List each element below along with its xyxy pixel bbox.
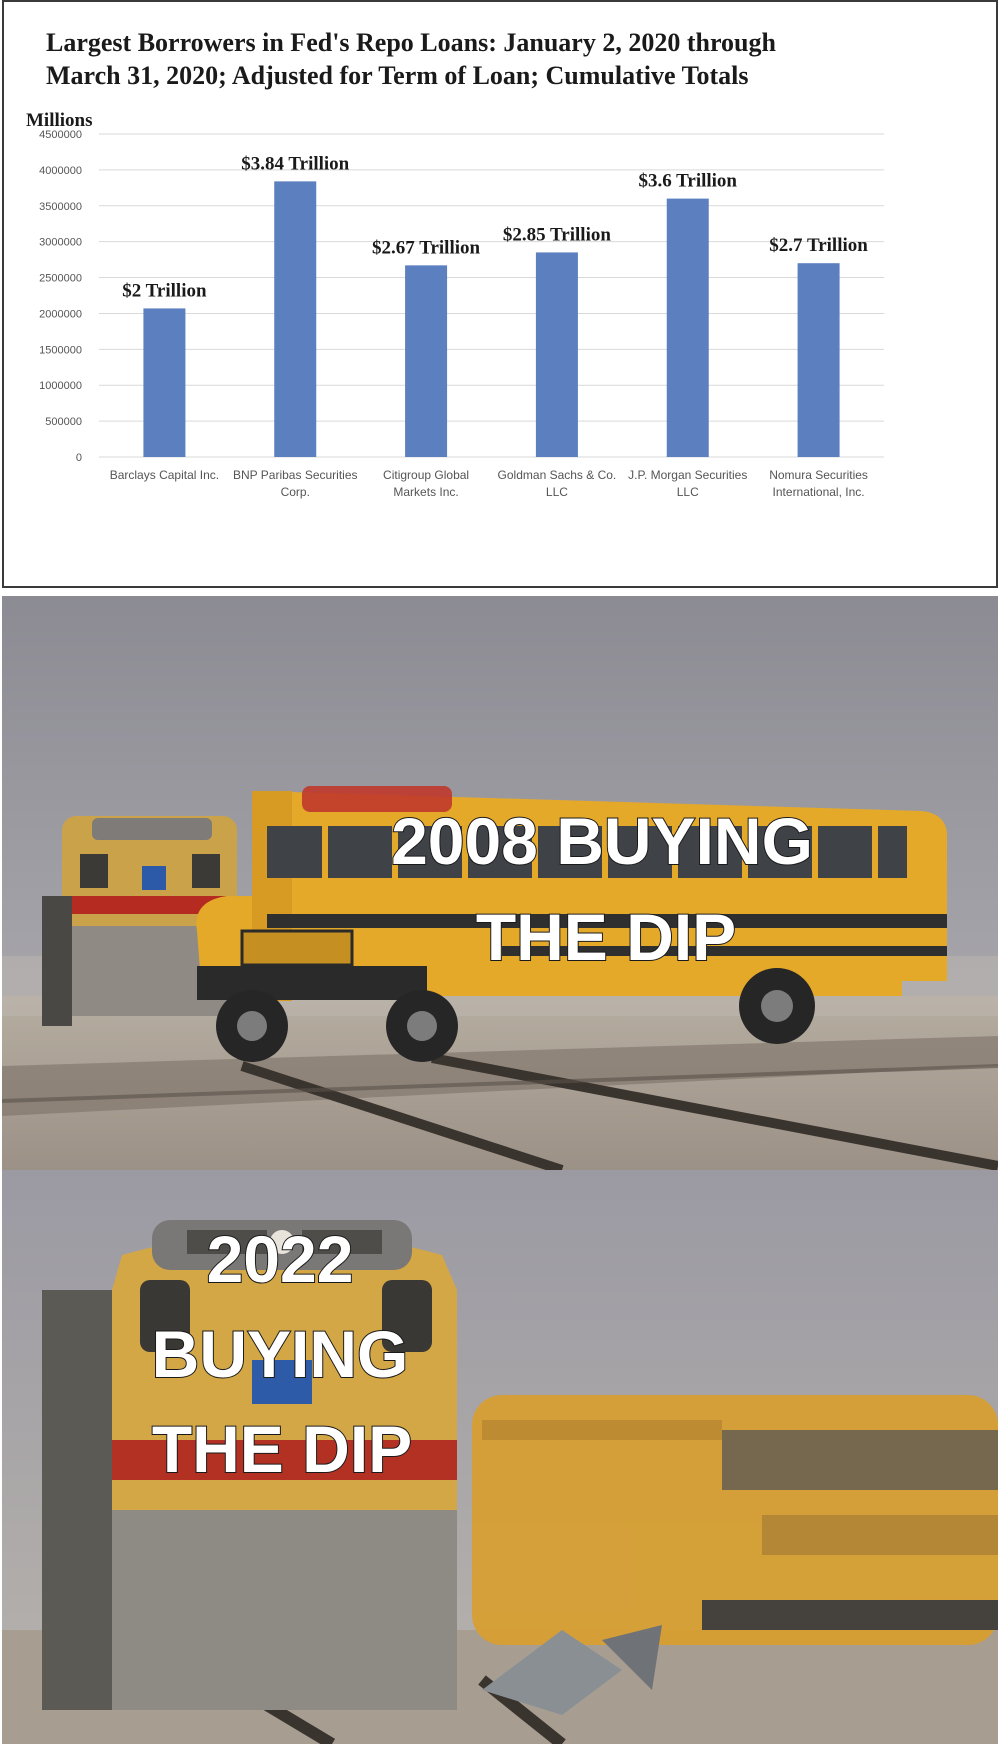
y-tick-label: 3000000 bbox=[39, 237, 82, 249]
y-tick-layer: 0 500000 1000000 1500000 2000000 2500000 30000… bbox=[39, 129, 82, 464]
train-approaching-bus-scene: 2008 BUYING THE DIP bbox=[2, 596, 998, 1170]
y-tick-label: 1500000 bbox=[39, 344, 82, 356]
chart-title-line-1: Largest Borrowers in Fed's Repo Loans: J… bbox=[46, 28, 776, 57]
data-label-layer: $2 Trillion $3.84 Trillion $2.67 Trillion $… bbox=[122, 153, 868, 301]
y-tick-label: 1000000 bbox=[39, 380, 82, 392]
bar bbox=[274, 181, 317, 457]
category-label: Barclays Capital Inc. bbox=[110, 468, 219, 482]
meme-panel-2022: 2022 BUYING THE DIP bbox=[2, 1170, 998, 1744]
school-bus bbox=[196, 786, 947, 1062]
y-tick-label: 4000000 bbox=[39, 165, 82, 177]
bar bbox=[535, 252, 578, 457]
data-label: $2.7 Trillion bbox=[769, 235, 868, 256]
category-label: International, Inc. bbox=[773, 485, 865, 499]
category-label-layer: Barclays Capital Inc. BNP Paribas Securit… bbox=[110, 468, 868, 499]
debris bbox=[482, 1625, 662, 1715]
bar-chart-svg: Largest Borrowers in Fed's Repo Loans: J… bbox=[26, 28, 884, 499]
bar bbox=[143, 308, 186, 457]
bar bbox=[405, 265, 448, 457]
category-label: Citigroup Global bbox=[383, 468, 469, 482]
caption-2008-line-1: 2008 BUYING bbox=[391, 804, 813, 878]
caption-2022-line-2: BUYING bbox=[152, 1317, 409, 1391]
grid-layer bbox=[99, 133, 884, 458]
locomotive bbox=[42, 816, 237, 1026]
data-label: $3.6 Trillion bbox=[638, 171, 737, 192]
y-axis-label: Millions bbox=[26, 110, 93, 131]
train-hitting-bus-scene: 2022 BUYING THE DIP bbox=[2, 1170, 998, 1744]
chart-title-line-2: March 31, 2020; Adjusted for Term of Loa… bbox=[46, 61, 749, 90]
repo-loans-chart: Largest Borrowers in Fed's Repo Loans: J… bbox=[2, 0, 998, 588]
data-label: $2.85 Trillion bbox=[503, 224, 611, 245]
caption-2008-line-2: THE DIP bbox=[476, 900, 736, 974]
category-label: Markets Inc. bbox=[393, 485, 458, 499]
category-label: Goldman Sachs & Co. bbox=[498, 468, 617, 482]
category-label: LLC bbox=[546, 485, 568, 499]
meme-panel-2008: 2008 BUYING THE DIP bbox=[2, 596, 998, 1170]
caption-2022-line-3: THE DIP bbox=[152, 1412, 412, 1486]
bar-layer bbox=[143, 181, 840, 457]
data-label: $3.84 Trillion bbox=[241, 153, 349, 174]
railroad-tracks bbox=[2, 1036, 998, 1170]
y-tick-label: 3500000 bbox=[39, 201, 82, 213]
caption-2022-line-1: 2022 bbox=[207, 1222, 354, 1296]
category-label: BNP Paribas Securities bbox=[233, 468, 358, 482]
category-label: LLC bbox=[677, 485, 699, 499]
y-tick-label: 0 bbox=[76, 452, 82, 464]
y-tick-label: 2500000 bbox=[39, 273, 82, 285]
category-label: J.P. Morgan Securities bbox=[628, 468, 747, 482]
y-tick-label: 4500000 bbox=[39, 129, 82, 141]
bar bbox=[666, 198, 709, 457]
data-label: $2.67 Trillion bbox=[372, 237, 480, 258]
school-bus-blurred bbox=[472, 1395, 998, 1645]
category-label: Nomura Securities bbox=[769, 468, 868, 482]
bar bbox=[797, 263, 840, 457]
data-label: $2 Trillion bbox=[122, 280, 207, 301]
locomotive-front bbox=[42, 1220, 457, 1710]
y-tick-label: 500000 bbox=[45, 416, 82, 428]
y-tick-label: 2000000 bbox=[39, 308, 82, 320]
category-label: Corp. bbox=[281, 485, 310, 499]
